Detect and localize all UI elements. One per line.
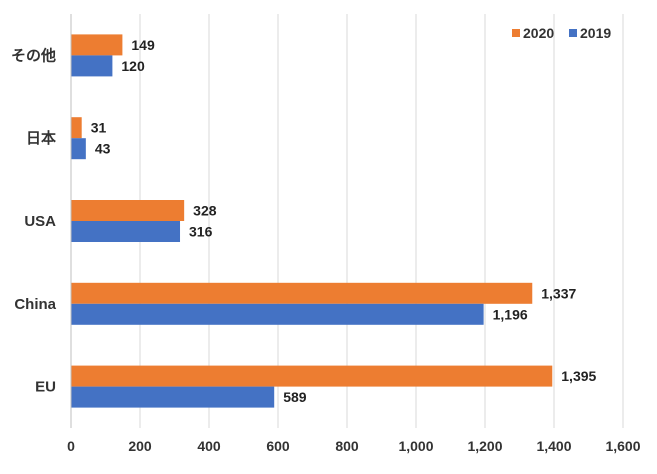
- x-tick-label: 1,200: [467, 438, 502, 454]
- data-label: 31: [91, 120, 107, 136]
- bars: [71, 34, 553, 408]
- bar-2019: [71, 386, 275, 408]
- data-label: 1,337: [541, 285, 576, 301]
- category-label: 日本: [26, 129, 56, 147]
- data-label: 316: [189, 224, 213, 240]
- bar-2020: [71, 200, 185, 221]
- bar-2020: [71, 117, 82, 139]
- data-labels: 149 120 31 43 328 316 1,337 1,196 1,395 589: [91, 37, 597, 405]
- bar-2020: [71, 282, 533, 304]
- x-tick-label: 800: [335, 438, 359, 454]
- category-label: EU: [35, 379, 56, 396]
- x-tick-label: 1,600: [605, 438, 640, 454]
- legend-swatch-2020: [512, 29, 520, 37]
- bar-2019: [71, 138, 86, 160]
- x-tick-label: 0: [67, 438, 75, 454]
- data-label: 328: [193, 203, 217, 219]
- x-tick-label: 1,000: [398, 438, 433, 454]
- category-label: USA: [24, 213, 56, 230]
- data-label: 43: [95, 141, 111, 157]
- legend: 2020 2019: [512, 25, 611, 41]
- x-tick-label: 1,400: [536, 438, 571, 454]
- legend-label: 2020: [523, 25, 554, 41]
- x-tick-label: 200: [128, 438, 152, 454]
- bar-2019: [71, 55, 113, 77]
- data-label: 589: [283, 389, 307, 405]
- legend-label: 2019: [580, 25, 611, 41]
- data-label: 1,395: [561, 368, 596, 384]
- legend-swatch-2019: [569, 29, 577, 37]
- bar-2019: [71, 221, 181, 242]
- gridlines: [139, 14, 624, 428]
- data-label: 120: [121, 58, 145, 74]
- bar-2020: [71, 34, 123, 56]
- bar-2020: [71, 365, 553, 387]
- x-tick-label: 600: [266, 438, 290, 454]
- bar-2019: [71, 303, 484, 325]
- category-label: その他: [11, 46, 56, 64]
- data-label: 1,196: [493, 306, 528, 322]
- data-label: 149: [131, 37, 155, 53]
- category-label: China: [14, 296, 56, 313]
- x-tick-label: 400: [197, 438, 221, 454]
